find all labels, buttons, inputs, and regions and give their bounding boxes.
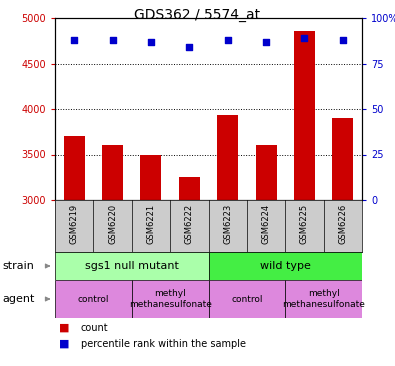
Point — [186, 44, 192, 50]
Text: percentile rank within the sample: percentile rank within the sample — [81, 339, 246, 349]
Bar — [55, 280, 132, 318]
Text: control: control — [78, 295, 109, 303]
Text: ■: ■ — [59, 339, 70, 349]
Point — [148, 39, 154, 45]
Text: GSM6224: GSM6224 — [261, 204, 271, 244]
Text: GSM6223: GSM6223 — [223, 204, 232, 244]
Bar — [55, 252, 209, 280]
Text: sgs1 null mutant: sgs1 null mutant — [85, 261, 179, 271]
Point — [109, 37, 116, 43]
Text: GSM6220: GSM6220 — [108, 204, 117, 244]
Bar — [209, 280, 285, 318]
Text: control: control — [231, 295, 263, 303]
Bar — [332, 118, 354, 200]
Text: ■: ■ — [59, 323, 70, 333]
Bar — [102, 145, 123, 200]
Text: methyl
methanesulfonate: methyl methanesulfonate — [282, 289, 365, 309]
Bar — [64, 136, 85, 200]
Point — [71, 37, 77, 43]
Text: GSM6222: GSM6222 — [185, 204, 194, 244]
Point — [340, 37, 346, 43]
Text: strain: strain — [2, 261, 34, 271]
Bar — [209, 252, 362, 280]
Text: GDS362 / 5574_at: GDS362 / 5574_at — [134, 8, 261, 22]
Text: GSM6221: GSM6221 — [147, 204, 156, 244]
Bar — [256, 145, 276, 200]
Bar — [285, 280, 362, 318]
Text: wild type: wild type — [260, 261, 311, 271]
Bar — [294, 31, 315, 200]
Text: GSM6226: GSM6226 — [338, 204, 347, 244]
Bar — [217, 115, 238, 200]
Text: count: count — [81, 323, 108, 333]
Text: agent: agent — [2, 294, 34, 304]
Bar — [140, 154, 162, 200]
Point — [224, 37, 231, 43]
Point — [263, 39, 269, 45]
Text: GSM6219: GSM6219 — [70, 204, 79, 244]
Point — [301, 35, 308, 41]
Text: methyl
methanesulfonate: methyl methanesulfonate — [129, 289, 212, 309]
Bar — [179, 177, 200, 200]
Bar — [132, 280, 209, 318]
Text: GSM6225: GSM6225 — [300, 204, 309, 244]
